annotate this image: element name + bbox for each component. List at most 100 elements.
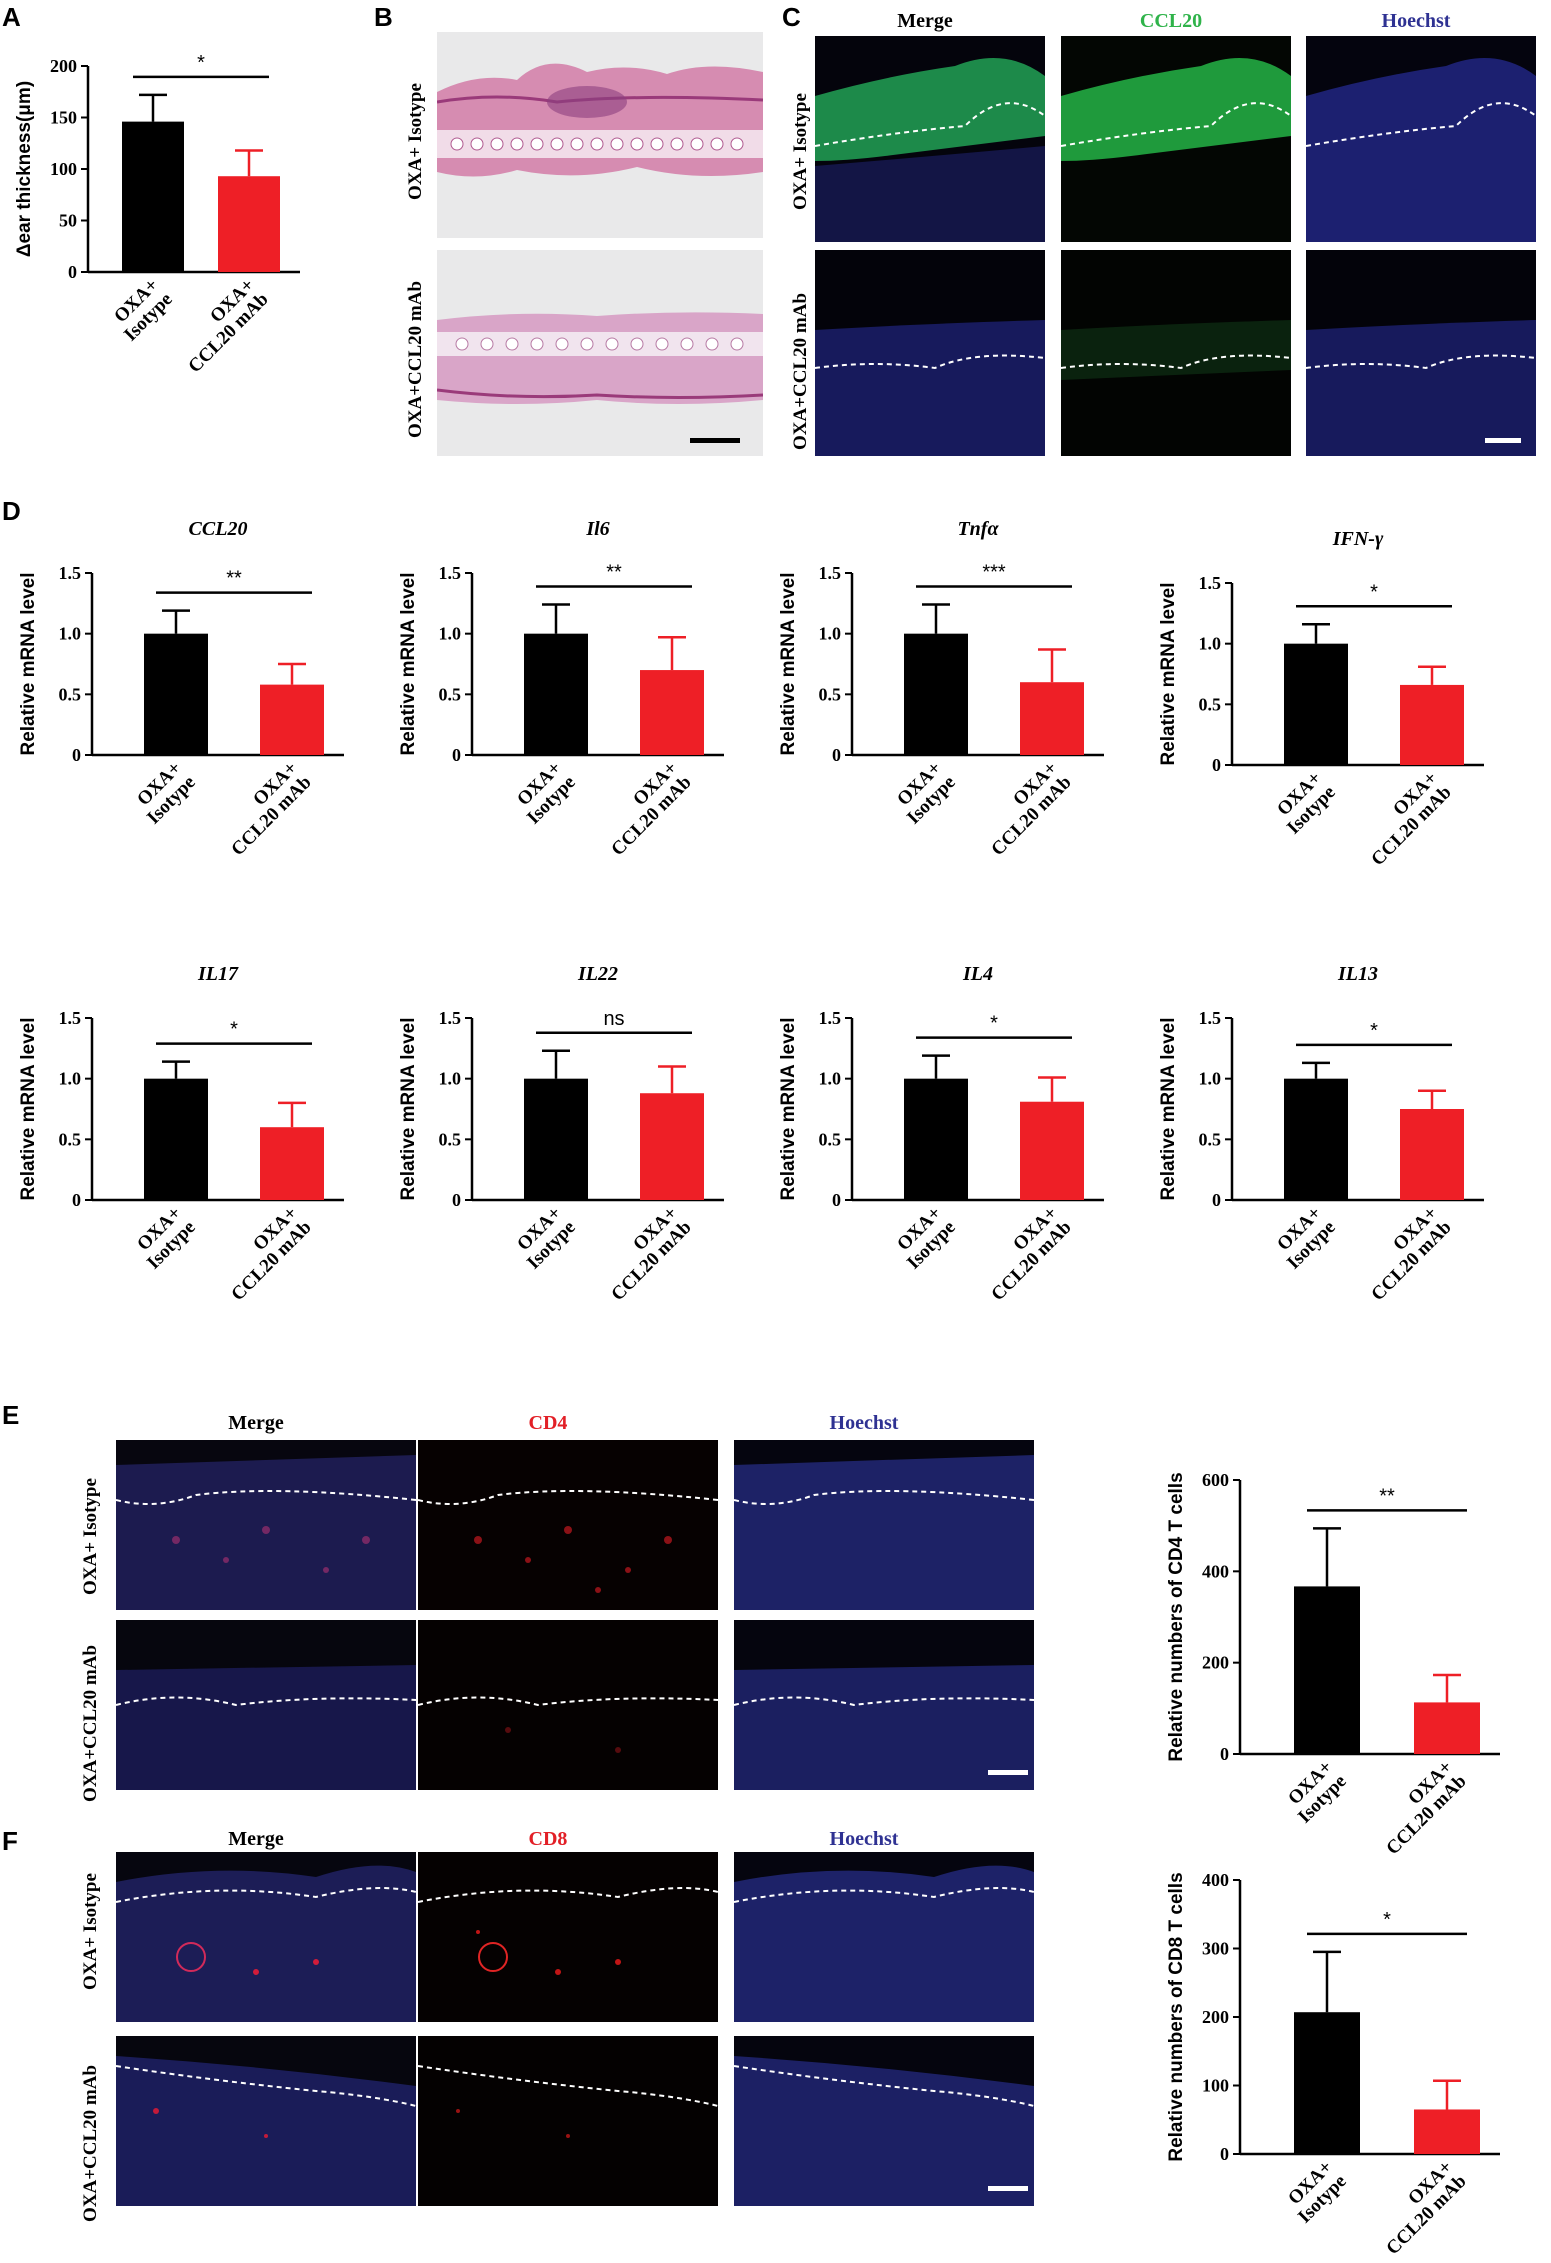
y-tick-label: 1.0 <box>439 624 462 644</box>
y-axis-label: Relative mRNA level <box>398 1017 419 1200</box>
bar-ccl20-mab <box>1400 684 1464 765</box>
significance-label: * <box>230 1019 238 1041</box>
if-micrograph-ccl20-hoechst-mab <box>1306 250 1536 456</box>
panel-e-row-label-isotype: OXA+ Isotype <box>80 1478 101 1595</box>
bar-ccl20-mab <box>218 176 280 272</box>
y-tick-label: 1.5 <box>59 1008 82 1028</box>
significance-label: ns <box>603 1008 624 1030</box>
significance-label: ** <box>606 562 622 584</box>
panel-e-col-label-hoechst: Hoechst <box>829 1412 899 1434</box>
chart-title: Il6 <box>585 518 609 540</box>
y-tick-label: 1.5 <box>59 563 82 583</box>
y-tick-label: 0 <box>72 745 81 765</box>
category-label: OXA+Isotype <box>106 275 177 346</box>
panel-c-col-label-ccl20: CCL20 <box>1139 10 1203 32</box>
bar-ccl20-mab <box>1414 1702 1480 1754</box>
y-tick-label: 400 <box>1202 1561 1229 1581</box>
category-label: OXA+CCL20 mAb <box>1353 1203 1456 1306</box>
y-tick-label: 1.0 <box>819 624 842 644</box>
y-tick-label: 0.5 <box>439 1129 462 1149</box>
significance-label: * <box>1370 581 1378 603</box>
chart-f: Relative numbers of CD8 T cells 0 100 200 30… <box>1100 1860 1540 2263</box>
y-axis-label: Relative mRNA level <box>778 572 799 755</box>
significance-label: ** <box>226 568 242 590</box>
chart-d8: IL13 Relative mRNA level 0 0.5 1.0 1.5 OXA+Iso… <box>1140 960 1540 1395</box>
bar-isotype <box>904 633 968 755</box>
significance-label: * <box>990 1013 998 1035</box>
panel-f-col-label-merge: Merge <box>228 1828 284 1850</box>
y-tick-label: 200 <box>1202 2007 1229 2027</box>
y-tick-label: 0.5 <box>819 684 842 704</box>
scale-bar <box>1485 438 1521 443</box>
panel-letter-a: A <box>2 2 21 32</box>
y-tick-label: 0 <box>832 1190 841 1210</box>
if-micrograph-ccl20-green-mab <box>1061 250 1291 456</box>
y-tick-label: 1.5 <box>1199 573 1222 593</box>
if-micrograph-ccl20-green-isotype <box>1061 36 1291 242</box>
panel-letter-f: F <box>2 1826 18 1856</box>
category-label: OXA+Isotype <box>129 1203 200 1274</box>
category-label: OXA+Isotype <box>509 758 580 829</box>
bar-isotype <box>144 1078 208 1200</box>
y-axis-label: Relative numbers of CD8 T cells <box>1166 1872 1187 2161</box>
chart-d4: IFN-γ Relative mRNA level 0 0.5 1.0 1.5 OXA+Is… <box>1140 515 1540 950</box>
bar-ccl20-mab <box>640 1093 704 1200</box>
scale-bar <box>988 2186 1028 2191</box>
category-label: OXA+Isotype <box>1269 1203 1340 1274</box>
scale-bar <box>690 438 740 443</box>
panel-e-col-label-cd4: CD4 <box>528 1412 568 1434</box>
chart-d6: IL22 Relative mRNA level 0 0.5 1.0 1.5 OXA+Iso… <box>380 960 760 1395</box>
category-label: OXA+CCL20 mAb <box>593 758 696 861</box>
panel-b-row-label-mab: OXA+CCL20 mAb <box>405 280 426 438</box>
if-micrograph-cd4-merge-mab <box>116 1620 416 1790</box>
y-tick-label: 0 <box>832 745 841 765</box>
chart-title: IFN-γ <box>1332 528 1384 550</box>
panel-f-col-label-hoechst: Hoechst <box>829 1828 899 1850</box>
if-micrograph-cd8-red-isotype <box>418 1852 718 2022</box>
if-micrograph-cd8-red-mab <box>418 2036 718 2206</box>
y-tick-label: 0 <box>1220 1744 1229 1764</box>
y-tick-label: 0.5 <box>819 1129 842 1149</box>
scale-bar <box>988 1770 1028 1775</box>
significance-label: * <box>1370 1020 1378 1042</box>
y-tick-label: 1.0 <box>439 1069 462 1089</box>
bar-ccl20-mab <box>1020 682 1084 755</box>
y-tick-label: 150 <box>50 108 77 128</box>
bar-ccl20-mab <box>260 1127 324 1200</box>
y-tick-label: 1.0 <box>1199 634 1222 654</box>
category-label: OXA+CCL20 mAb <box>593 1203 696 1306</box>
bar-isotype <box>1284 643 1348 765</box>
panel-letter-d: D <box>2 496 21 526</box>
bar-isotype <box>1294 2012 1360 2154</box>
he-micrograph-isotype <box>437 32 763 238</box>
y-tick-label: 1.0 <box>819 1069 842 1089</box>
category-label: OXA+Isotype <box>1280 1757 1351 1828</box>
panel-f-row-label-mab: OXA+CCL20 mAb <box>80 2064 101 2222</box>
y-tick-label: 1.0 <box>59 624 82 644</box>
panel-c-col-label-merge: Merge <box>897 10 953 32</box>
significance-label: * <box>1383 1909 1391 1931</box>
if-micrograph-cd8-hoechst-isotype <box>734 1852 1034 2022</box>
chart-title: IL4 <box>962 963 993 985</box>
bar-isotype <box>122 121 184 273</box>
bar-ccl20-mab <box>1020 1101 1084 1200</box>
if-micrograph-ccl20-merge-mab <box>815 250 1045 456</box>
if-micrograph-cd8-merge-mab <box>116 2036 416 2206</box>
y-tick-label: 0.5 <box>439 684 462 704</box>
if-micrograph-cd8-merge-isotype <box>116 1852 416 2022</box>
category-label: OXA+CCL20 mAb <box>213 758 316 861</box>
chart-a: Δear thickness(μm) 0 50 100 150 200 OXA+Isotyp… <box>0 40 370 405</box>
y-axis-label: Relative mRNA level <box>1158 582 1179 765</box>
y-tick-label: 1.5 <box>1199 1008 1222 1028</box>
panel-c-row-label-isotype: OXA+ Isotype <box>790 93 811 210</box>
y-tick-label: 600 <box>1202 1470 1229 1490</box>
bar-isotype <box>1294 1586 1360 1754</box>
y-tick-label: 300 <box>1202 1939 1229 1959</box>
y-axis-label: Relative numbers of CD4 T cells <box>1166 1472 1187 1761</box>
if-micrograph-cd4-hoechst-isotype <box>734 1440 1034 1610</box>
y-tick-label: 0.5 <box>1199 1129 1222 1149</box>
panel-letter-c: C <box>782 2 801 32</box>
if-micrograph-cd4-red-mab <box>418 1620 718 1790</box>
panel-c-row-label-mab: OXA+CCL20 mAb <box>790 292 811 450</box>
significance-label: ** <box>1379 1485 1395 1507</box>
